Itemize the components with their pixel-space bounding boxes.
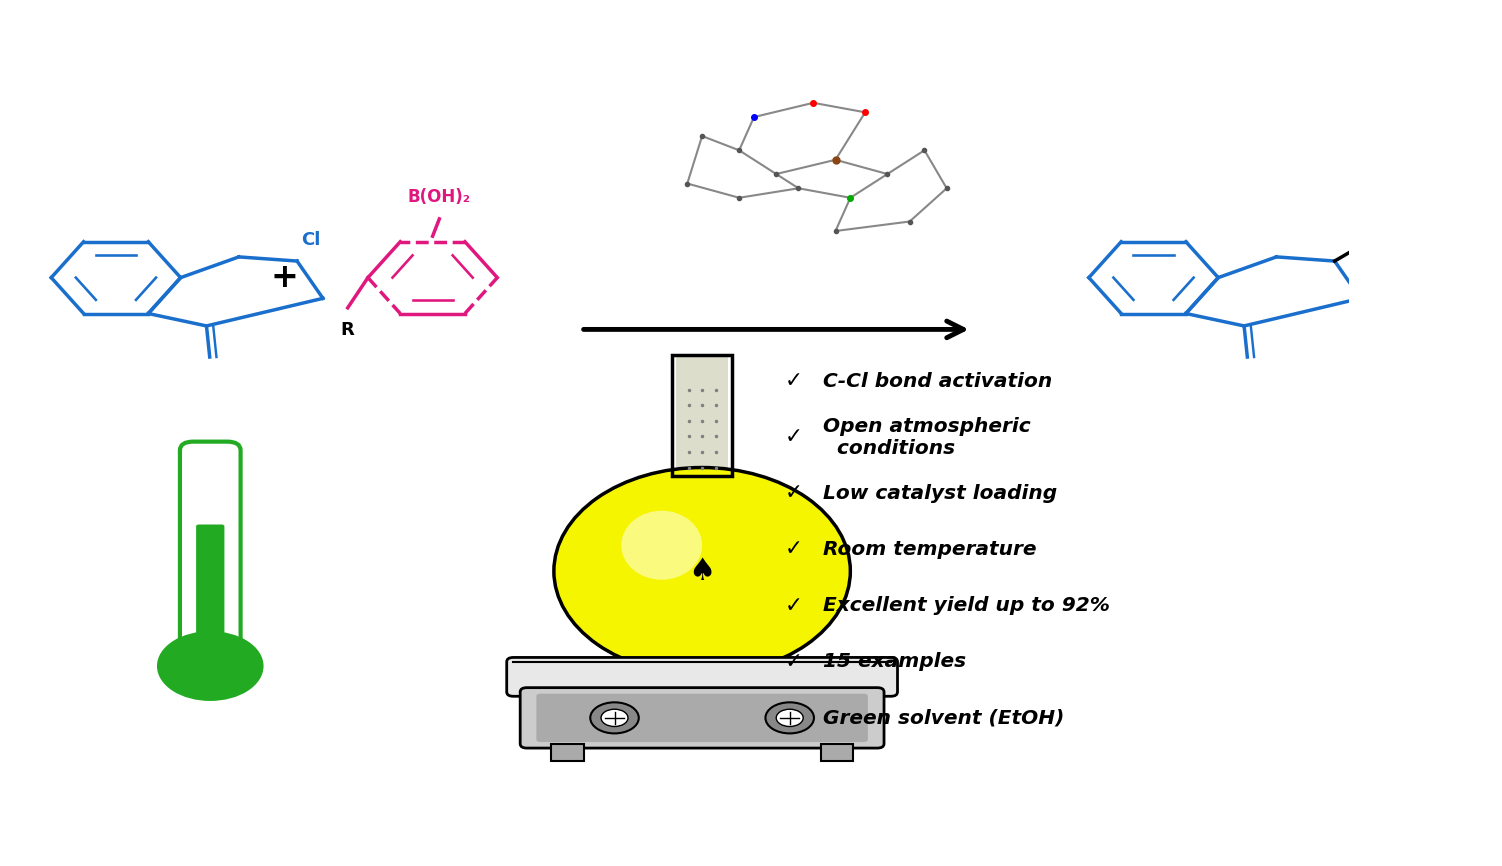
Text: Room temperature: Room temperature (823, 540, 1036, 559)
Circle shape (777, 709, 804, 727)
Text: ✓: ✓ (786, 483, 804, 503)
Text: 15 examples: 15 examples (823, 652, 966, 671)
Circle shape (590, 702, 638, 734)
FancyBboxPatch shape (197, 525, 224, 642)
Circle shape (159, 633, 261, 699)
Text: Excellent yield up to 92%: Excellent yield up to 92% (823, 596, 1110, 615)
Bar (820, 744, 853, 761)
Circle shape (601, 709, 628, 727)
FancyBboxPatch shape (520, 688, 885, 748)
Text: ✓: ✓ (786, 652, 804, 672)
Text: Green solvent (EtOH): Green solvent (EtOH) (823, 708, 1065, 727)
Text: B(OH)₂: B(OH)₂ (409, 188, 470, 206)
FancyBboxPatch shape (506, 657, 898, 696)
Ellipse shape (622, 511, 701, 579)
Text: ✓: ✓ (786, 427, 804, 448)
Text: +: + (270, 262, 299, 294)
Text: Open atmospheric
  conditions: Open atmospheric conditions (823, 417, 1030, 458)
FancyBboxPatch shape (536, 694, 868, 742)
Text: [Pd-catalyst]: [Pd-catalyst] (737, 151, 816, 164)
Text: ✓: ✓ (786, 596, 804, 616)
Text: Low catalyst loading: Low catalyst loading (823, 484, 1057, 503)
FancyBboxPatch shape (180, 442, 240, 649)
Bar (551, 744, 583, 761)
Text: C-Cl bond activation: C-Cl bond activation (823, 372, 1053, 391)
Text: ✓: ✓ (786, 540, 804, 559)
Text: R: R (341, 320, 354, 339)
Text: Cl: Cl (300, 231, 320, 249)
Ellipse shape (554, 468, 850, 675)
Circle shape (766, 702, 814, 734)
FancyBboxPatch shape (676, 355, 728, 476)
Text: ♠: ♠ (688, 557, 716, 585)
Text: ✓: ✓ (786, 372, 804, 391)
Text: ✓: ✓ (786, 708, 804, 727)
